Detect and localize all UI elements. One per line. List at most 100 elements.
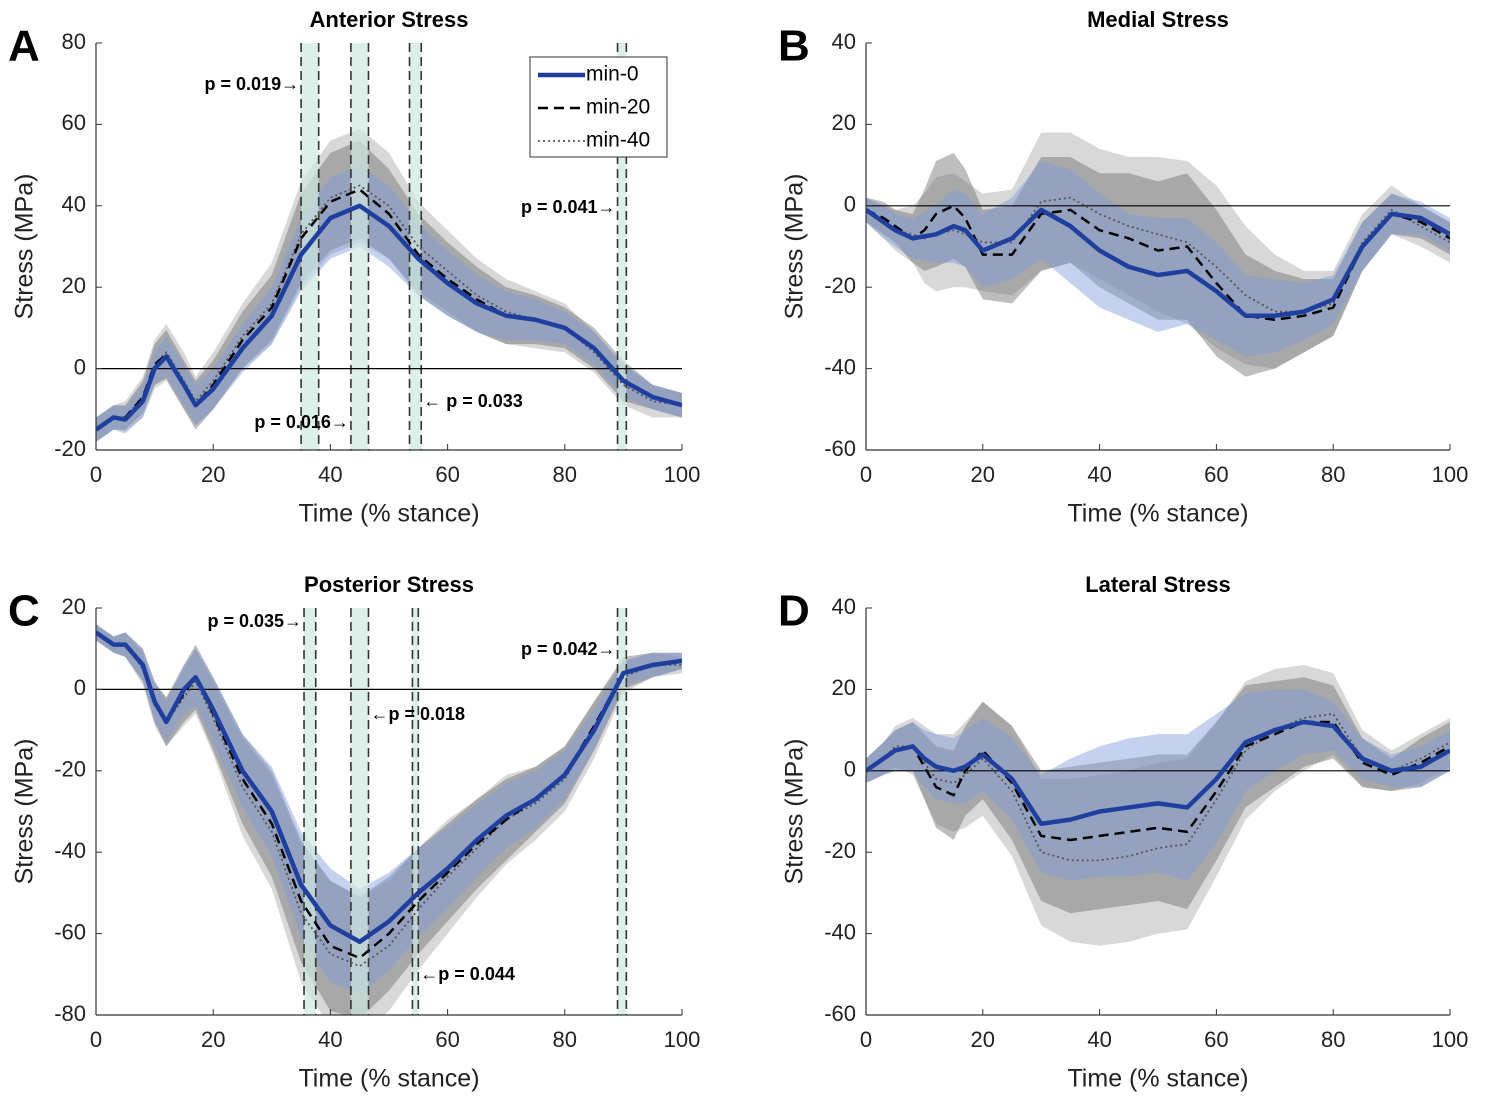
y-axis-label: Stress (MPa) [781,174,809,320]
x-axis-label: Time (% stance) [298,1065,479,1093]
x-tick-label: 80 [553,462,577,487]
chart-title: Anterior Stress [310,7,469,32]
x-tick-label: 100 [664,462,701,487]
p-value-annotation: ← p = 0.033 [423,391,523,411]
plot [96,608,682,1015]
p-value-annotation: p = 0.016→ [254,412,349,432]
x-axis-label: Time (% stance) [1067,1065,1248,1093]
y-tick-label: 20 [832,110,856,135]
panel-label: D [778,587,810,636]
significance-region [617,43,627,450]
sd-band [866,152,1450,377]
panel-label: C [8,587,40,636]
plot-area [96,43,682,450]
panel-label: A [8,22,40,71]
chart-title: Posterior Stress [304,572,474,597]
x-tick-label: 20 [201,1027,225,1052]
x-tick-label: 80 [1321,462,1345,487]
y-tick-label: -20 [824,273,856,298]
y-tick-label: 20 [832,675,856,700]
y-tick-label: 60 [62,110,86,135]
sd-band [96,128,682,442]
series-line [866,204,1450,322]
x-tick-label: 20 [201,462,225,487]
plot [96,43,682,450]
y-tick-label: -40 [54,838,86,863]
x-tick-label: 40 [1087,462,1111,487]
series-line [96,630,682,944]
x-tick-label: 20 [971,462,995,487]
x-tick-label: 20 [971,1027,995,1052]
y-axis-label: Stress (MPa) [11,739,39,885]
significance-region [412,608,419,1015]
legend-label: min-0 [586,63,639,86]
x-tick-label: 0 [90,1027,102,1052]
sd-band [866,677,1450,914]
plot [866,132,1450,377]
legend-label: min-40 [586,129,650,152]
chart-title: Medial Stress [1087,7,1229,32]
sd-band [96,624,682,995]
x-tick-label: 0 [90,462,102,487]
y-tick-label: 20 [62,594,86,619]
series-line [866,712,1450,862]
y-tick-label: -40 [824,919,856,944]
significance-region [617,608,627,1015]
x-tick-label: 60 [435,1027,459,1052]
y-tick-label: 20 [62,273,86,298]
y-tick-label: 0 [844,192,856,217]
series-line [866,720,1450,842]
plot [866,664,1450,946]
p-value-annotation: p = 0.042→ [521,639,616,659]
y-tick-label: 80 [62,29,86,54]
x-tick-label: 100 [664,1027,701,1052]
sd-band [866,161,1450,357]
significance-region [350,608,369,1015]
y-tick-label: 0 [844,757,856,782]
x-tick-label: 40 [1087,1027,1111,1052]
x-tick-label: 0 [860,1027,872,1052]
plot-area [96,608,682,1015]
x-tick-label: 60 [435,462,459,487]
y-tick-label: -60 [824,1001,856,1026]
y-tick-label: -20 [824,838,856,863]
panel-label: B [778,22,810,71]
y-tick-label: 40 [832,29,856,54]
series-line [866,719,1450,826]
x-tick-label: 40 [318,462,342,487]
p-value-annotation: p = 0.035→ [207,611,302,631]
p-value-annotation: ←p = 0.018 [370,704,465,724]
p-value-annotation: p = 0.019→ [205,74,300,94]
significance-region [304,608,316,1015]
x-tick-label: 80 [553,1027,577,1052]
y-tick-label: 40 [832,594,856,619]
x-tick-label: 0 [860,462,872,487]
y-tick-label: -60 [54,919,86,944]
y-tick-label: -40 [824,354,856,379]
sd-band [96,140,682,442]
x-tick-label: 40 [318,1027,342,1052]
significance-region [350,43,369,450]
significance-region [409,43,422,450]
p-value-annotation: ←p = 0.044 [420,964,515,984]
y-tick-label: 40 [62,192,86,217]
series-line [866,207,1450,318]
x-tick-label: 100 [1432,462,1469,487]
y-axis-label: Stress (MPa) [11,174,39,320]
y-tick-label: 0 [74,675,86,700]
y-tick-label: -60 [824,436,856,461]
y-tick-label: -80 [54,1001,86,1026]
x-tick-label: 80 [1321,1027,1345,1052]
x-axis-label: Time (% stance) [1067,500,1248,528]
y-tick-label: 0 [74,354,86,379]
sd-band [866,689,1450,881]
plot-area [866,664,1450,946]
x-tick-label: 60 [1204,1027,1228,1052]
legend-label: min-20 [586,96,650,119]
chart-title: Lateral Stress [1085,572,1231,597]
y-axis-label: Stress (MPa) [781,739,809,885]
series-line [96,203,682,432]
p-value-annotation: p = 0.041→ [521,197,616,217]
x-tick-label: 100 [1432,1027,1469,1052]
